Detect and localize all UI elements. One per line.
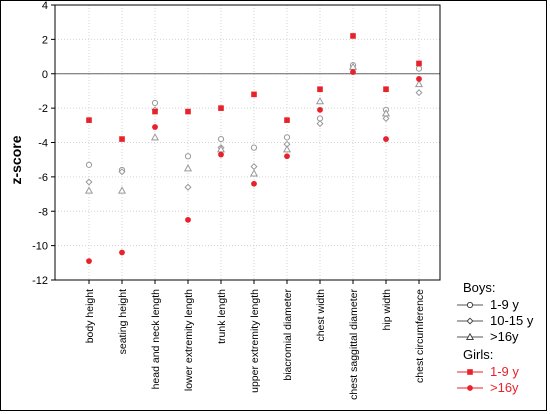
x-category-label: chest width [315, 289, 327, 342]
point-boys-16 [414, 79, 424, 88]
point-boys-10-15 [382, 114, 390, 122]
x-category-label: biacromial diameter [282, 289, 294, 381]
point-girls-1-9 [119, 136, 125, 142]
axes [51, 4, 441, 284]
x-category-label: hip width [381, 289, 393, 331]
y-tick-label: -10 [32, 241, 48, 253]
x-category-label: chest circumference [414, 289, 426, 383]
y-tick-label: -4 [38, 138, 48, 150]
point-boys-10-15 [184, 183, 192, 191]
legend-marker [467, 385, 473, 391]
x-category-label: body height [84, 289, 96, 343]
y-tick-label: 2 [42, 34, 48, 46]
point-boys-10-15 [415, 89, 423, 97]
point-girls-1-9 [152, 108, 158, 115]
legend-entry-label: 10-15 y [490, 313, 534, 328]
point-boys-16 [150, 133, 160, 141]
point-girls-16 [416, 76, 422, 82]
point-boys-10-15 [118, 168, 126, 176]
point-girls-16 [185, 216, 191, 223]
point-boys-16 [249, 169, 259, 177]
legend-group-title: Girls: [463, 347, 493, 362]
y-tick-label: 4 [42, 0, 48, 12]
point-boys-10-15 [85, 178, 93, 186]
point-boys-1-9 [217, 135, 225, 143]
legend-marker [465, 332, 475, 341]
legend-entry-label: 1-9 y [490, 297, 519, 312]
point-girls-16 [119, 249, 125, 256]
point-girls-1-9 [383, 86, 389, 93]
legend-marker [466, 317, 474, 325]
x-category-label: chest saggittal diameter [348, 289, 360, 400]
x-category-labels: body height seating height head and neck l… [84, 289, 426, 400]
point-boys-16 [183, 164, 193, 172]
point-girls-1-9 [350, 33, 356, 39]
y-tick-label: -2 [38, 103, 48, 115]
point-girls-16 [152, 124, 158, 130]
point-girls-1-9 [317, 86, 323, 93]
point-boys-16 [315, 97, 325, 105]
point-boys-1-9 [85, 161, 93, 168]
point-boys-16 [381, 109, 391, 117]
point-girls-16 [383, 136, 389, 142]
x-category-label: trunk length [216, 289, 228, 344]
point-girls-16 [350, 69, 356, 75]
legend-marker [467, 369, 473, 375]
point-girls-16 [284, 153, 290, 160]
y-tick-label: -6 [38, 172, 48, 184]
legend-group-title: Boys: [463, 280, 496, 295]
data-points [84, 33, 424, 264]
x-category-label: upper extremity length [249, 289, 261, 393]
point-boys-1-9 [151, 99, 159, 107]
point-boys-16 [282, 145, 292, 153]
y-tick-labels: 4 2 0 -2 -4 -6 -8 -10 -12 [32, 0, 48, 287]
point-girls-16 [251, 180, 257, 187]
point-boys-16 [84, 186, 94, 194]
point-boys-10-15 [316, 120, 324, 128]
y-tick-label: -8 [38, 206, 48, 218]
point-girls-1-9 [251, 91, 257, 98]
point-girls-1-9 [218, 105, 224, 111]
y-tick-label: 0 [42, 69, 48, 81]
point-girls-16 [86, 258, 92, 264]
x-category-label: head and neck length [150, 289, 162, 390]
x-category-label: seating height [117, 289, 129, 354]
legend-marker [466, 301, 474, 309]
point-girls-16 [317, 106, 323, 113]
point-boys-16 [117, 186, 127, 194]
point-girls-16 [218, 151, 224, 158]
point-boys-1-9 [415, 65, 423, 72]
x-category-label: lower extremity length [183, 289, 195, 391]
point-boys-1-9 [184, 153, 192, 160]
y-tick-label: -12 [32, 275, 48, 287]
y-axis-label: z-score [8, 135, 24, 184]
legend-entry-label: >16y [490, 329, 519, 344]
point-boys-1-9 [283, 134, 291, 141]
point-girls-1-9 [284, 117, 290, 123]
point-girls-1-9 [185, 108, 191, 115]
legend-entry-label: 1-9 y [490, 364, 519, 379]
legend-entry-label: >16y [490, 380, 519, 395]
point-girls-1-9 [86, 117, 92, 123]
point-boys-1-9 [250, 144, 258, 151]
point-girls-1-9 [416, 60, 422, 67]
